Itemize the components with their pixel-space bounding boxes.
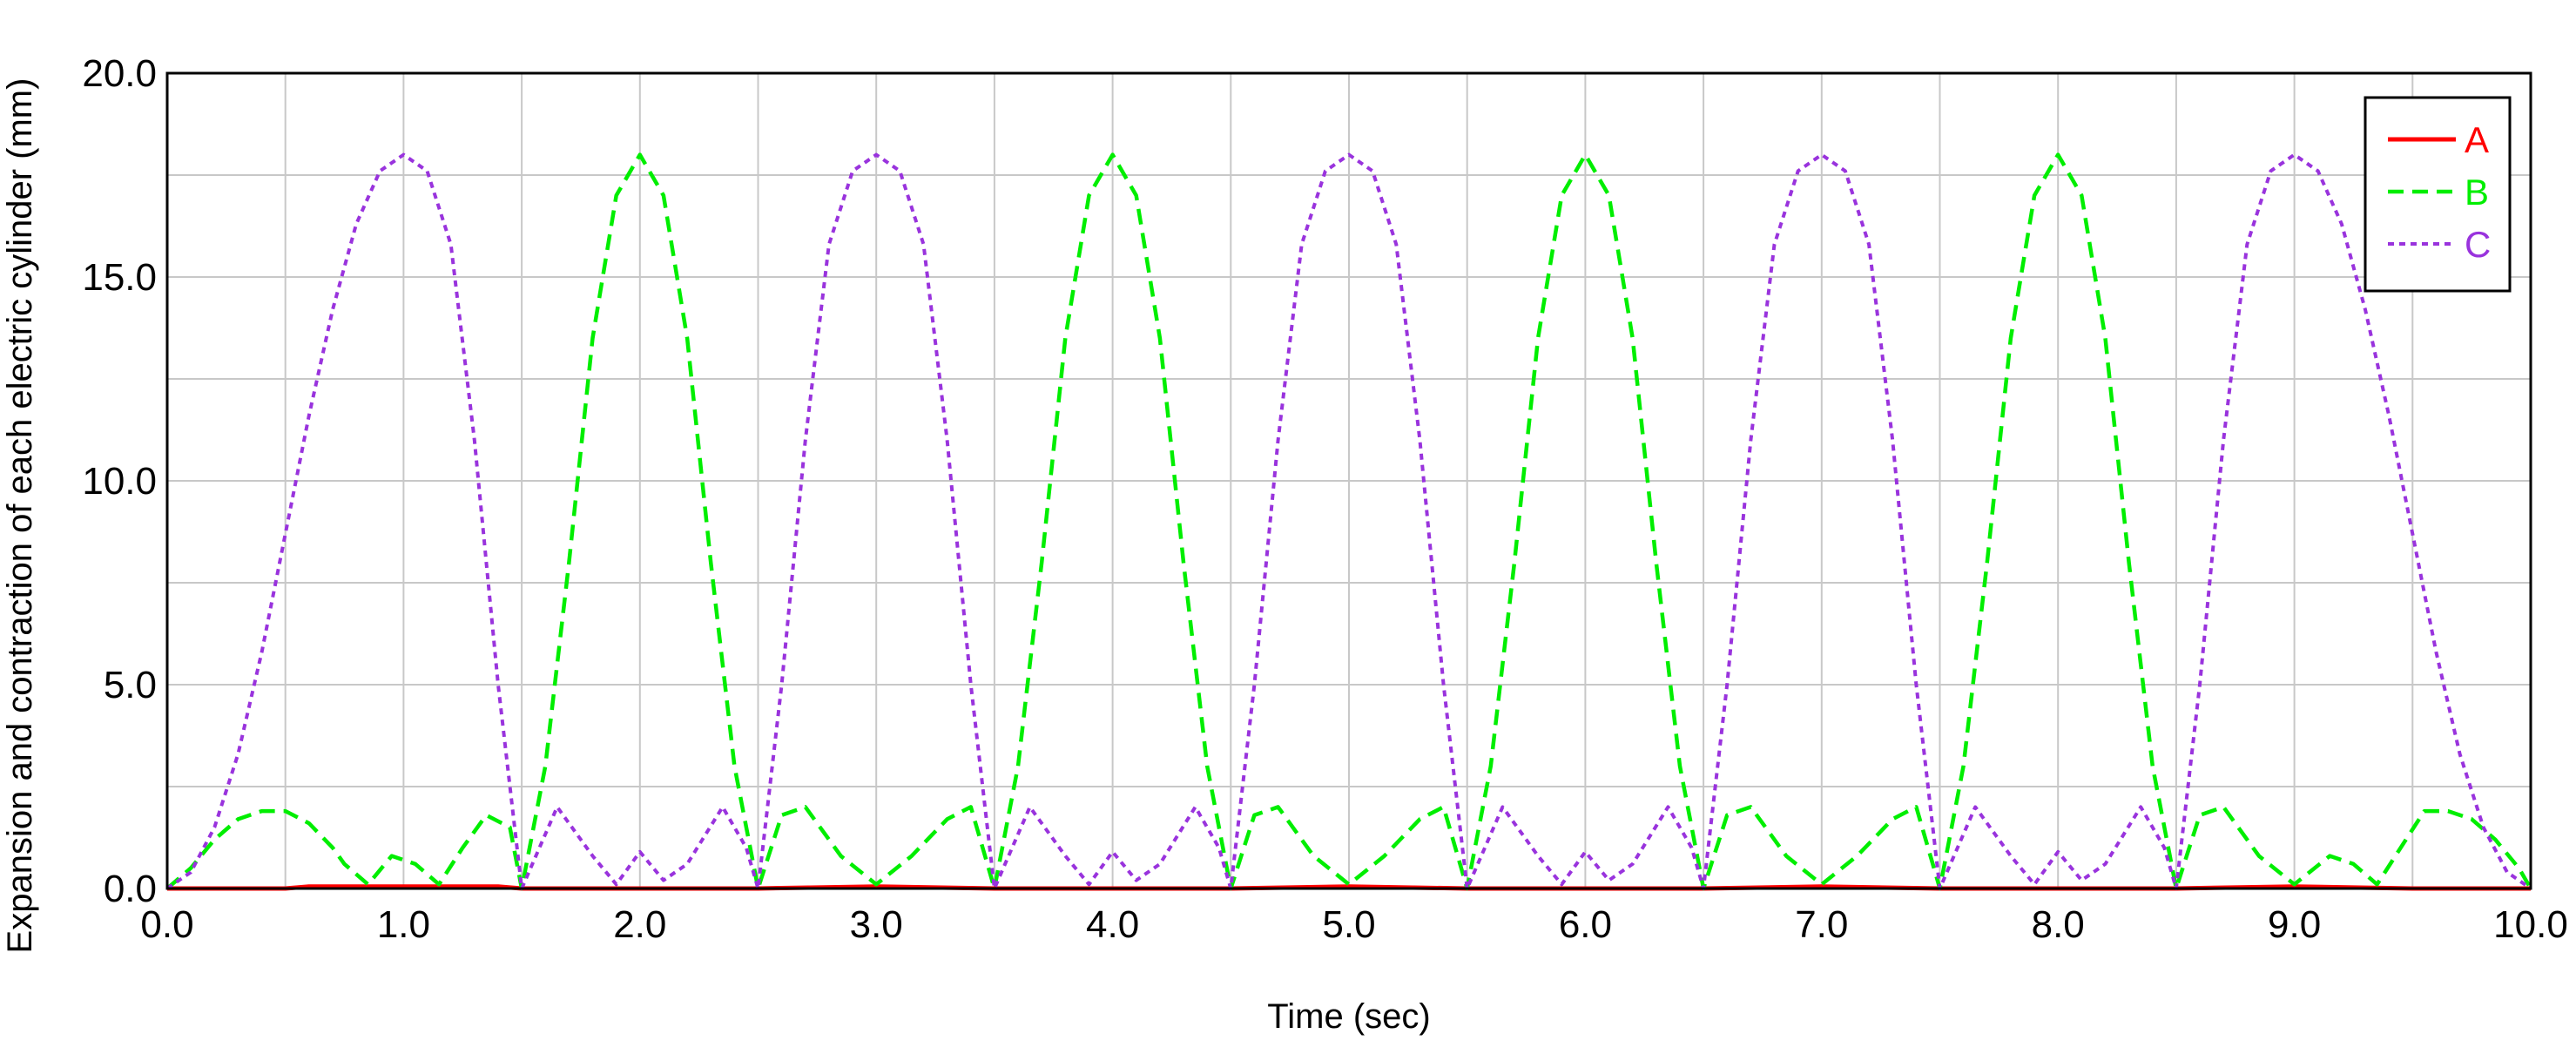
x-tick-label: 7.0 [1795,903,1848,946]
series-line-c [165,152,2532,890]
y-tick-labels: 0.0 5.0 10.0 15.0 20.0 [82,52,157,910]
x-tick-label: 3.0 [850,903,903,946]
x-tick-label: 2.0 [613,903,666,946]
legend-label-b: B [2465,172,2489,213]
plot-frame [165,71,2532,890]
x-tick-label: 5.0 [1322,903,1375,946]
x-tick-label: 1.0 [377,903,430,946]
x-tick-label: 9.0 [2268,903,2321,946]
legend-box [2364,96,2512,293]
x-axis-title: Time (sec) [1267,997,1430,1036]
y-tick-label: 20.0 [82,52,157,95]
grid-lines [166,72,2532,889]
x-tick-label: 6.0 [1559,903,1612,946]
series-line-b [165,152,2532,891]
x-tick-label: 4.0 [1086,903,1139,946]
y-tick-label: 15.0 [82,256,157,299]
legend-label-c: C [2465,224,2491,265]
y-tick-label: 10.0 [82,460,157,503]
y-tick-label: 5.0 [104,664,157,706]
y-axis-title: Expansion and contraction of each electr… [1,78,39,954]
legend: ABC [2364,96,2512,293]
x-tick-label: 10.0 [2493,903,2568,946]
x-tick-labels: 0.0 1.0 2.0 3.0 4.0 5.0 6.0 7.0 8.0 9.0 10.0 [140,903,2567,946]
x-tick-label: 8.0 [2032,903,2085,946]
y-tick-label: 0.0 [104,868,157,910]
x-tick-label: 0.0 [140,903,193,946]
legend-label-a: A [2465,119,2489,160]
